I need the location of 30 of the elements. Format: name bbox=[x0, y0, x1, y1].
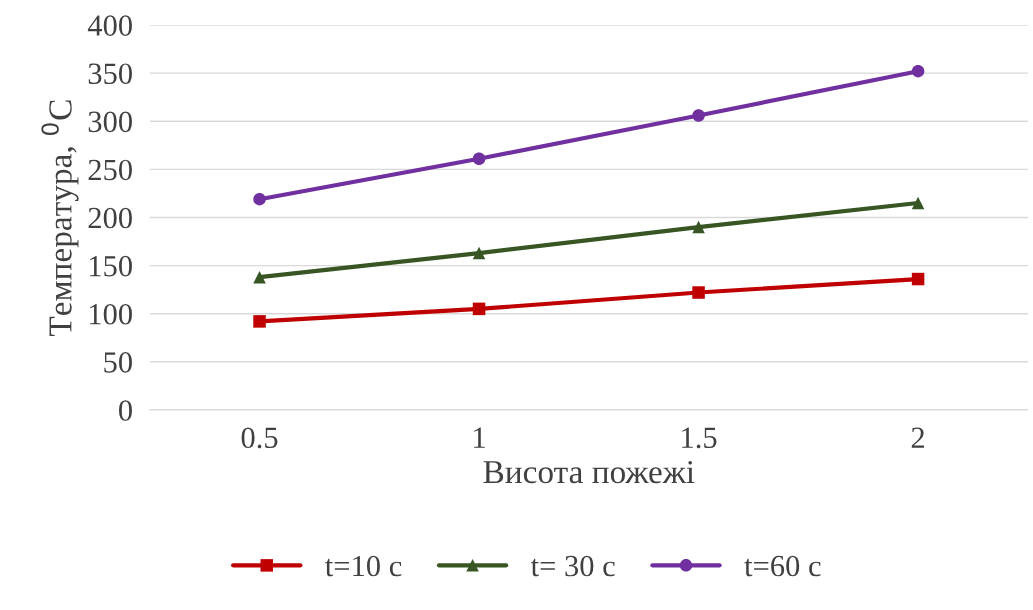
y-tick-label: 400 bbox=[87, 15, 132, 36]
x-tick-label: 2 bbox=[911, 427, 925, 448]
legend-label: t= 30 с bbox=[530, 555, 615, 577]
x-tick-label: 1.5 bbox=[682, 427, 717, 449]
x-axis-title: Висота пожежі bbox=[483, 460, 695, 484]
point bbox=[253, 270, 266, 284]
point bbox=[472, 302, 486, 316]
y-tick-label: 350 bbox=[88, 63, 132, 85]
point bbox=[253, 192, 266, 206]
point bbox=[472, 246, 486, 260]
y-axis-title: Температура, $^{0}$C bbox=[41, 100, 79, 337]
point bbox=[692, 286, 705, 299]
y-tick-label: 250 bbox=[88, 159, 132, 181]
y-tick-label: 150 bbox=[89, 255, 132, 277]
legend-label: t=10 с bbox=[325, 555, 402, 577]
point bbox=[692, 109, 705, 122]
point bbox=[472, 152, 486, 166]
point bbox=[692, 220, 705, 234]
y-tick-label: 300 bbox=[88, 111, 132, 133]
point bbox=[911, 64, 925, 78]
y-tick-label: 0 bbox=[119, 400, 132, 421]
x-tick-label: 1 bbox=[474, 427, 485, 448]
x-tick-label: 0.5 bbox=[241, 427, 278, 449]
y-tick-label: 200 bbox=[88, 207, 132, 229]
point bbox=[911, 272, 925, 286]
y-tick-label: 100 bbox=[89, 303, 132, 325]
y-tick-label: 50 bbox=[104, 352, 132, 373]
point bbox=[253, 315, 266, 328]
point bbox=[911, 196, 925, 210]
legend-label: t=60 с bbox=[744, 555, 821, 577]
